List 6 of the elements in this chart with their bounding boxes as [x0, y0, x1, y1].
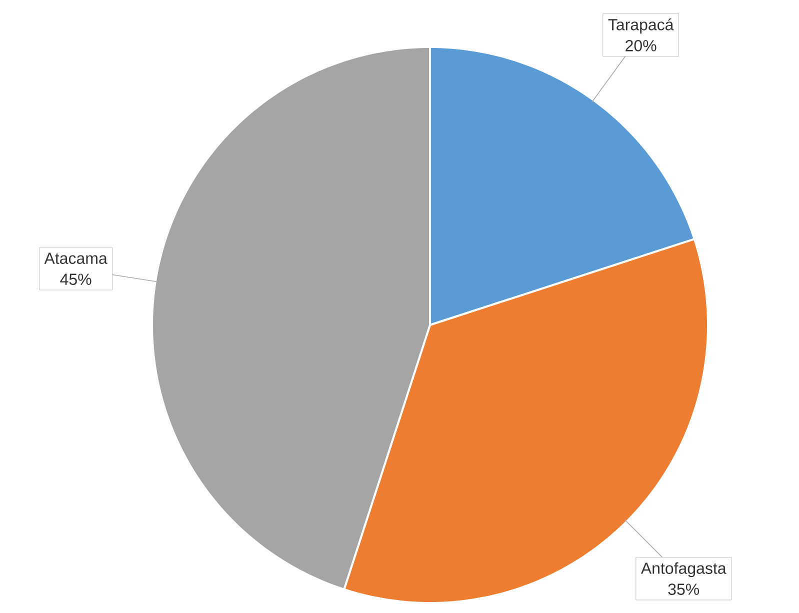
slice-label: Atacama: [44, 252, 108, 264]
data-label: 35%: [668, 584, 700, 595]
slice-label: Tarapacá: [608, 18, 674, 34]
data-label: 20%: [626, 40, 656, 52]
slice-label: Antofagasta: [640, 562, 726, 578]
data-label: 45%: [60, 274, 92, 285]
